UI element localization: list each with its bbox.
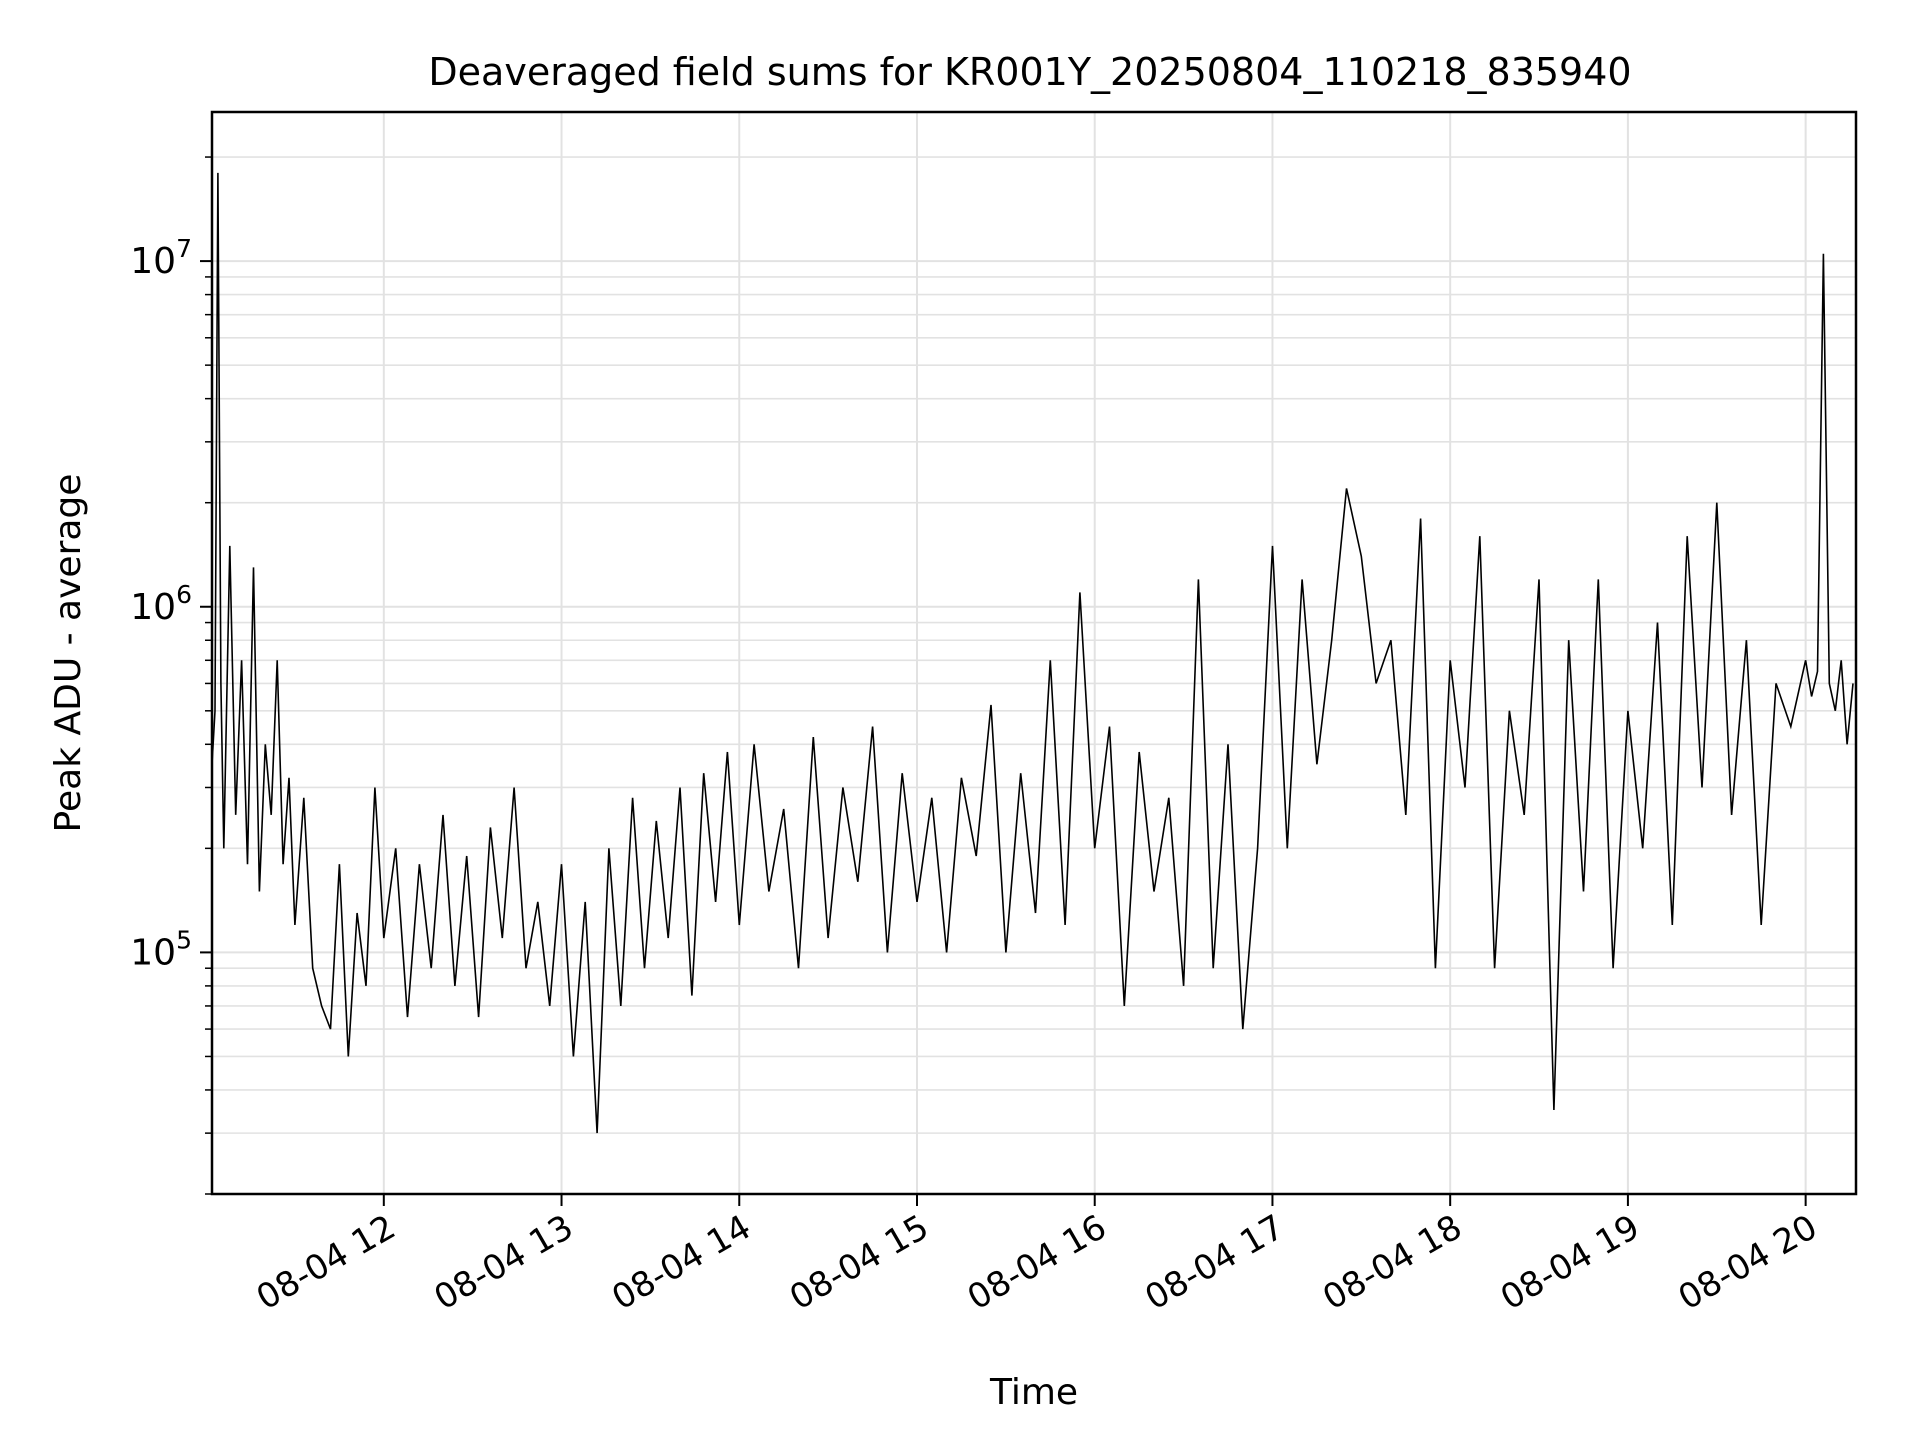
chart-title: Deaveraged field sums for KR001Y_2025080… [428,50,1631,94]
grid [212,112,1856,1195]
x-axis-label: Time [989,1372,1078,1413]
y-axis-label: Peak ADU - average [48,474,89,833]
series-layer [211,172,1854,1134]
plot-area-frame [210,110,1858,1196]
y-tick-label: 105 [130,925,192,973]
y-tick-label: 107 [130,234,192,282]
y-tick-label: 106 [130,580,192,628]
series-line [211,172,1854,1134]
